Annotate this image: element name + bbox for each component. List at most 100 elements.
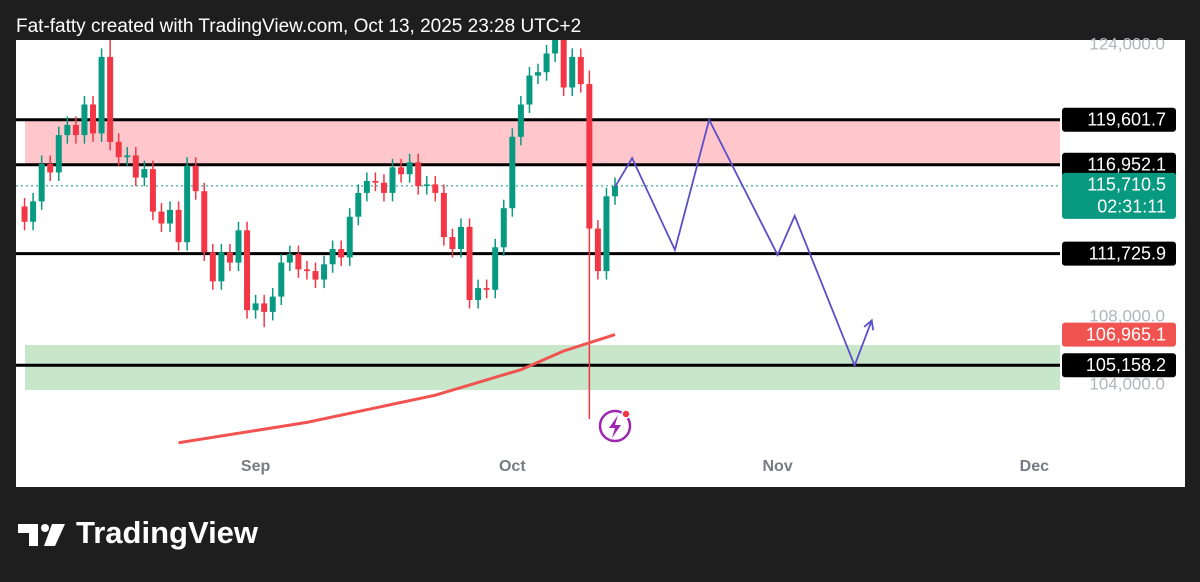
candle-body bbox=[64, 124, 71, 136]
ma-label: 106,965.1 bbox=[1086, 324, 1166, 344]
moving-average bbox=[178, 333, 616, 445]
y-tick-label: 108,000.0 bbox=[1089, 306, 1165, 325]
plot-area bbox=[16, 40, 1060, 445]
candle-body bbox=[175, 209, 182, 243]
candle-body bbox=[612, 185, 619, 197]
candle-body bbox=[303, 269, 310, 272]
candle-body bbox=[423, 184, 430, 187]
candle-body bbox=[81, 104, 88, 136]
candle-body bbox=[577, 56, 584, 85]
candle-body bbox=[569, 56, 576, 88]
alert-icon bbox=[598, 409, 632, 443]
candle-body bbox=[295, 254, 302, 270]
level-label-box bbox=[1062, 107, 1176, 132]
candle-body bbox=[226, 252, 233, 263]
level-label: 111,725.9 bbox=[1089, 243, 1166, 263]
candle-body bbox=[132, 155, 139, 178]
candle-body bbox=[338, 248, 345, 258]
candle-body bbox=[269, 296, 276, 312]
level-label-box bbox=[1062, 353, 1176, 378]
candle-body bbox=[355, 192, 362, 217]
level-label-box bbox=[1062, 152, 1176, 177]
zone bbox=[25, 345, 1060, 391]
candle-body bbox=[432, 184, 439, 193]
candle-body bbox=[312, 271, 319, 280]
candle-body bbox=[594, 228, 601, 272]
candle-body bbox=[398, 167, 405, 175]
candle-body bbox=[278, 262, 285, 297]
candle-body bbox=[552, 40, 559, 54]
last-price-box bbox=[1062, 172, 1176, 219]
candle-body bbox=[21, 206, 28, 222]
candle-body bbox=[543, 53, 550, 73]
candle-body bbox=[47, 163, 54, 173]
candle-body bbox=[192, 165, 199, 192]
candle-body bbox=[415, 162, 422, 187]
y-tick-label: 124,000.0 bbox=[1089, 34, 1165, 53]
candle-body bbox=[389, 167, 396, 193]
level-label: 105,158.2 bbox=[1086, 355, 1166, 375]
projection-arrow bbox=[863, 318, 874, 331]
candle-body bbox=[55, 135, 62, 173]
candle-body bbox=[90, 104, 97, 134]
candle-body bbox=[72, 124, 79, 136]
candle-body bbox=[252, 303, 259, 311]
price-labels: 124,000.0 108,000.0 104,000.0 119,601.7 116,… bbox=[1062, 34, 1176, 393]
level-label: 116,952.1 bbox=[1087, 155, 1166, 175]
candle-body bbox=[500, 208, 507, 248]
candle-body bbox=[201, 191, 208, 253]
candle-body bbox=[30, 201, 37, 222]
candle-body bbox=[363, 180, 370, 193]
candle-body bbox=[509, 136, 516, 209]
candle-body bbox=[449, 237, 456, 249]
x-tick-label: Nov bbox=[762, 458, 792, 475]
ma-label-box bbox=[1062, 322, 1176, 347]
candle-body bbox=[158, 211, 165, 224]
candle-body bbox=[560, 40, 567, 88]
candle-body bbox=[517, 104, 524, 137]
x-tick-label: Dec bbox=[1020, 458, 1049, 475]
candle-body bbox=[235, 230, 242, 263]
candle-body bbox=[98, 56, 105, 134]
candle-body bbox=[526, 75, 533, 105]
brand-name: TradingView bbox=[76, 515, 259, 550]
brand-logo bbox=[18, 524, 65, 546]
candle-body bbox=[440, 192, 447, 238]
candle-body bbox=[38, 163, 45, 202]
candle-body bbox=[321, 264, 328, 280]
candle-body bbox=[107, 56, 114, 142]
candle-body bbox=[380, 182, 387, 193]
zone bbox=[25, 119, 1060, 166]
candle-body bbox=[124, 155, 131, 158]
last-price-label: 115,710.5 bbox=[1087, 175, 1166, 195]
header: Fat-fatty created with TradingView.com, … bbox=[16, 16, 581, 37]
candle-body bbox=[329, 248, 336, 265]
candle-body bbox=[346, 216, 353, 258]
candle-body bbox=[603, 196, 610, 272]
projection-path bbox=[614, 117, 873, 368]
candle-body bbox=[141, 169, 148, 178]
candle-body bbox=[492, 247, 499, 290]
countdown-label: 02:31:11 bbox=[1097, 197, 1166, 217]
candle-body bbox=[209, 252, 216, 282]
candle-body bbox=[406, 162, 413, 175]
candle-body bbox=[466, 226, 473, 300]
x-tick-label: Sep bbox=[241, 458, 271, 475]
candle-body bbox=[286, 254, 293, 263]
level-label: 119,601.7 bbox=[1087, 110, 1166, 130]
candle-body bbox=[372, 180, 379, 183]
candle-body bbox=[261, 303, 268, 312]
x-tick-label: Oct bbox=[499, 458, 526, 475]
candle-body bbox=[483, 288, 490, 290]
candle-body bbox=[586, 84, 593, 229]
candle-body bbox=[167, 209, 174, 224]
candle-body bbox=[184, 165, 191, 243]
candle-body bbox=[149, 169, 156, 212]
candle-body bbox=[475, 288, 482, 300]
y-tick-label: 104,000.0 bbox=[1089, 374, 1165, 393]
candle-body bbox=[457, 226, 464, 249]
level-label-box bbox=[1062, 241, 1176, 266]
candle-body bbox=[115, 141, 122, 158]
